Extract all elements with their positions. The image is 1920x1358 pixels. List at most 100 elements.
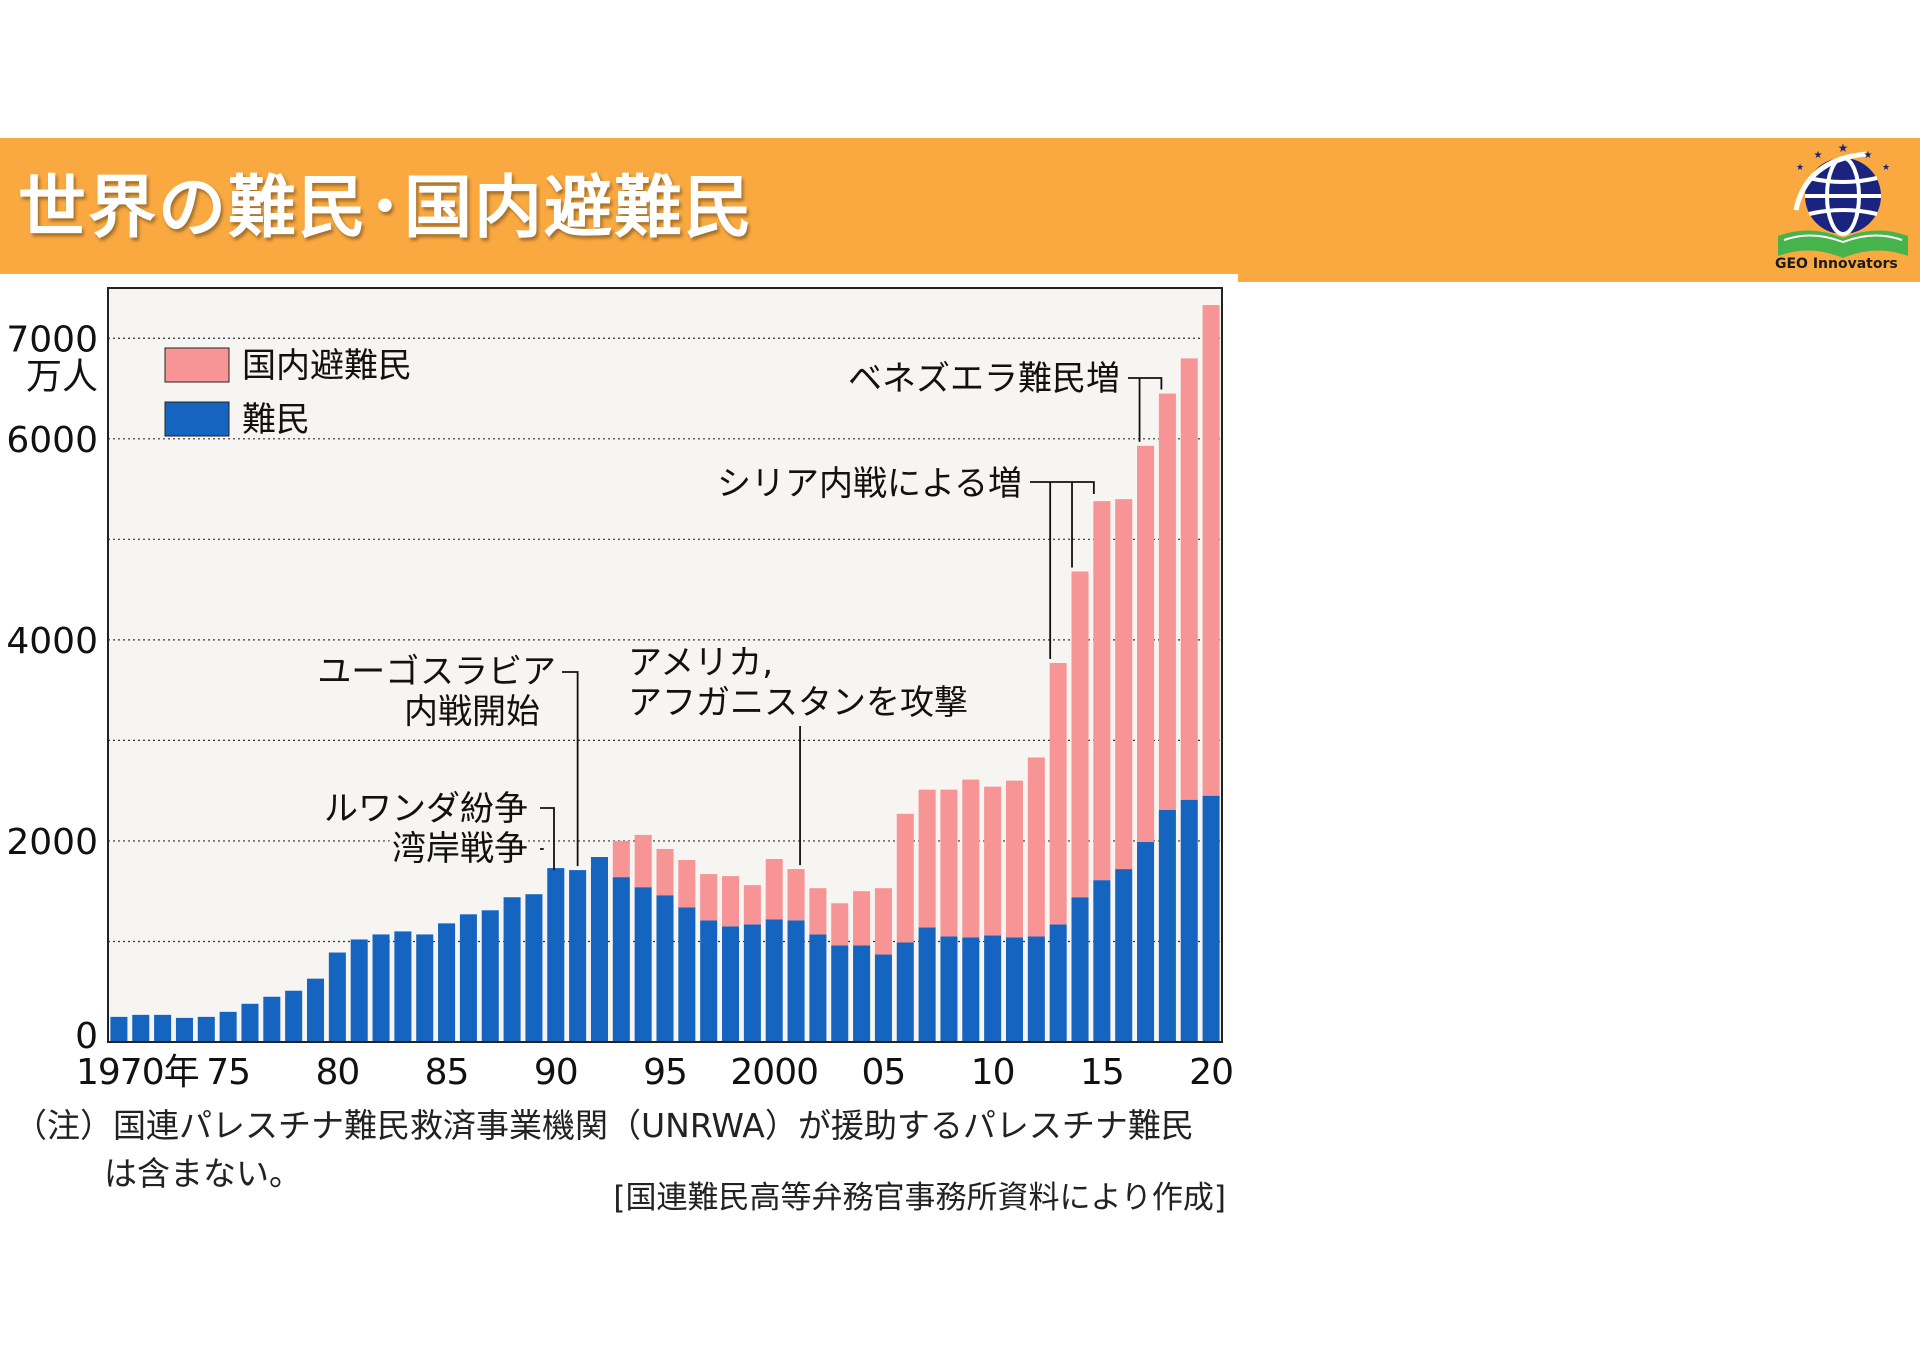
bar-idps [809, 888, 827, 935]
bar-idps [962, 779, 980, 938]
x-tick-label: 90 [534, 1052, 578, 1093]
bar-refugees [831, 945, 849, 1042]
legend-label-idps: 国内避難民 [242, 346, 412, 386]
bar-refugees [590, 857, 608, 1042]
bar-idps [1027, 757, 1045, 937]
bar-refugees [1005, 937, 1024, 1042]
x-tick-label: 20 [1189, 1052, 1233, 1093]
bar-idps [853, 891, 871, 946]
bar-idps [765, 859, 783, 920]
annotation-venezuela: ベネズエラ難民増 [848, 359, 1120, 399]
bar-idps [743, 885, 761, 925]
bar-idps [722, 876, 740, 927]
y-tick-label: 6000 [6, 420, 98, 461]
bar-refugees [656, 895, 674, 1042]
bar-refugees [874, 954, 892, 1042]
x-tick-label: 1970年 [76, 1052, 199, 1093]
bar-idps [918, 789, 936, 928]
chart-source: [国連難民高等弁務官事務所資料により作成] [613, 1180, 1226, 1216]
bar-idps [1180, 358, 1198, 800]
bar-refugees [1071, 897, 1089, 1042]
bar-refugees [306, 978, 325, 1042]
svg-text:★: ★ [1838, 141, 1849, 155]
x-tick-label: 15 [1080, 1052, 1124, 1093]
bar-refugees [175, 1017, 193, 1042]
bar-idps [1115, 499, 1133, 870]
note-line-1: （注）国連パレスチナ難民救済事業機関（UNRWA）が援助するパレスチナ難民 [14, 1106, 1194, 1145]
bar-refugees [984, 935, 1002, 1042]
bar-refugees [328, 952, 346, 1042]
bar-idps [1049, 662, 1067, 925]
bar-refugees [459, 914, 477, 1042]
annotation-yugoslavia: 内戦開始 [404, 692, 540, 732]
legend-label-refugees: 難民 [242, 400, 310, 440]
bar-idps [787, 869, 805, 921]
bar-idps [896, 813, 914, 943]
x-tick-label: 10 [971, 1052, 1015, 1093]
bar-refugees [678, 907, 696, 1042]
y-tick-label: 4000 [6, 621, 98, 662]
x-tick-label: 85 [425, 1052, 469, 1093]
bar-refugees [918, 927, 936, 1042]
bar-refugees [132, 1014, 150, 1042]
bar-refugees [438, 923, 456, 1042]
bar-idps [656, 848, 674, 896]
bar-refugees [1180, 799, 1198, 1042]
annotation-gulf-war: 湾岸戦争 [392, 829, 528, 869]
bar-idps [940, 789, 958, 937]
bar-refugees [634, 887, 652, 1042]
y-unit-label: 万人 [26, 356, 98, 397]
bar-refugees [154, 1014, 172, 1042]
bar-refugees [416, 934, 434, 1042]
bar-idps [700, 874, 718, 921]
bar-idps [1158, 393, 1176, 810]
bar-refugees [700, 920, 718, 1042]
bar-refugees [743, 924, 761, 1042]
bar-refugees [503, 897, 521, 1042]
bar-refugees [1027, 936, 1045, 1042]
bar-refugees [263, 996, 281, 1042]
page-title: 世界の難民･国内避難民 [18, 169, 755, 248]
leader-yugoslavia [562, 671, 579, 867]
x-tick-label: 2000 [730, 1052, 818, 1093]
legend-swatch-refugees [164, 401, 230, 437]
bar-refugees [285, 990, 303, 1042]
svg-text:★: ★ [1814, 150, 1823, 161]
svg-text:★: ★ [1796, 163, 1804, 173]
bar-idps [1071, 571, 1089, 898]
bar-idps [678, 860, 696, 908]
bar-idps [1005, 780, 1024, 938]
svg-text:★: ★ [1882, 163, 1890, 173]
bar-refugees [241, 1003, 259, 1042]
bar-refugees [569, 870, 587, 1042]
bar-refugees [722, 926, 740, 1042]
x-tick-label: 05 [862, 1052, 906, 1093]
svg-text:★: ★ [1864, 150, 1873, 161]
bar-idps [634, 834, 652, 888]
bar-refugees [612, 877, 630, 1042]
title-banner: 世界の難民･国内避難民 [0, 138, 1920, 282]
logo-text: GEO Innovators [1775, 256, 1898, 272]
bar-refugees [525, 894, 543, 1042]
annotation-afghanistan: アメリカ, [628, 643, 773, 683]
bar-refugees [962, 937, 980, 1042]
chart-note: （注）国連パレスチナ難民救済事業機関（UNRWA）が援助するパレスチナ難民 は含… [14, 1102, 1194, 1198]
bar-refugees [809, 934, 827, 1042]
bar-refugees [394, 931, 412, 1042]
bar-idps [1137, 445, 1155, 842]
banner-notch [1238, 274, 1920, 282]
leader-syria [1030, 481, 1095, 494]
annotation-rwanda: ルワンダ紛争 [324, 789, 528, 829]
x-tick-label: 80 [315, 1052, 359, 1093]
bar-refugees [1158, 809, 1176, 1042]
bar-idps [874, 888, 892, 955]
bar-refugees [110, 1016, 128, 1042]
bar-refugees [896, 942, 914, 1042]
leader-rwanda [540, 807, 555, 871]
bar-refugees [1049, 924, 1067, 1042]
x-tick-label: 95 [643, 1052, 687, 1093]
bar-refugees [481, 910, 499, 1042]
annotation-syria: シリア内戦による増 [717, 464, 1022, 504]
bar-refugees [197, 1016, 215, 1042]
